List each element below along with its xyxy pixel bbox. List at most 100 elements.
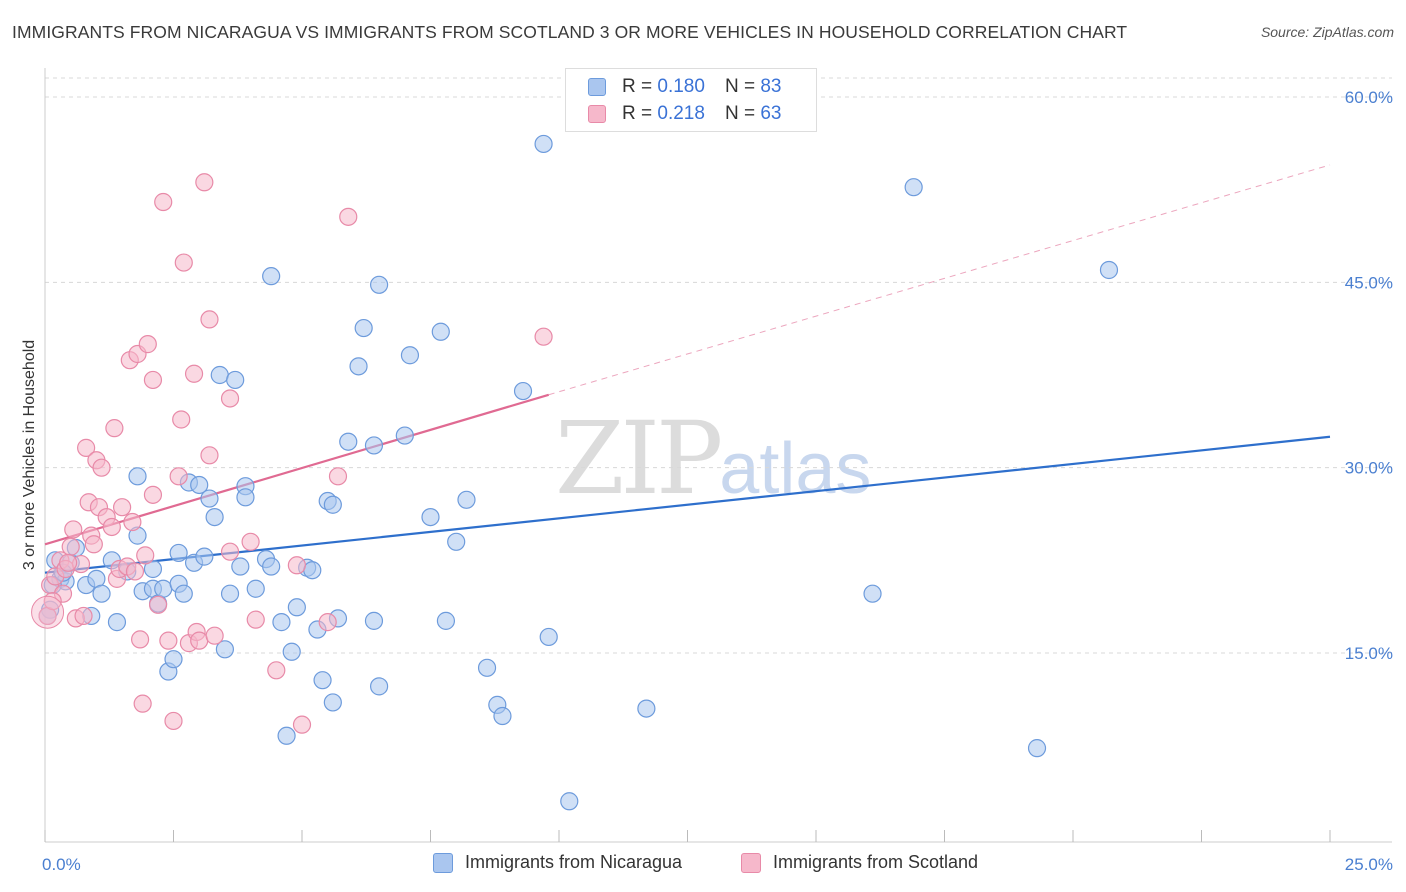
data-point: [143, 485, 163, 504]
watermark-atlas: atlas: [719, 429, 872, 509]
data-point: [143, 559, 163, 579]
data-point: [220, 584, 240, 603]
axes: [44, 68, 1392, 843]
data-point: [904, 178, 923, 197]
data-point: [220, 542, 240, 561]
data-point: [421, 507, 440, 527]
data-point: [303, 561, 322, 580]
legend-n-label: N =: [724, 76, 756, 97]
data-point: [77, 438, 96, 457]
legend-swatch-scotland: [588, 105, 606, 123]
y-tick-label: 15.0%: [1345, 644, 1393, 663]
data-point: [328, 467, 348, 486]
data-point: [395, 426, 414, 445]
data-point: [123, 512, 142, 532]
data-point: [112, 498, 132, 517]
data-point: [59, 553, 78, 572]
y-tick-label: 60.0%: [1345, 88, 1393, 107]
watermark-zip: ZIP: [555, 400, 723, 517]
data-point: [174, 584, 193, 603]
data-point: [282, 642, 301, 661]
data-point: [267, 661, 286, 680]
data-point: [143, 370, 163, 390]
data-point: [190, 631, 209, 650]
data-point: [262, 267, 281, 286]
data-point: [287, 556, 306, 575]
data-point: [159, 631, 178, 650]
data-point: [236, 488, 255, 507]
legend-r-label: R =: [622, 103, 653, 124]
data-point: [364, 436, 384, 455]
data-point: [431, 322, 450, 341]
data-point: [339, 207, 358, 226]
trend-line-scotland-extension: [548, 164, 1331, 396]
data-point: [128, 467, 147, 486]
data-point: [313, 671, 332, 690]
data-point: [43, 592, 62, 611]
legend-n-value-nicaragua: 83: [760, 76, 782, 97]
data-point: [534, 134, 553, 154]
data-point: [84, 535, 103, 554]
legend-n-label: N =: [724, 103, 756, 124]
axis-labels: 15.0% 30.0% 45.0% 60.0% 0.0% 25.0% 3 or more V…: [21, 88, 1393, 874]
data-point: [457, 490, 476, 509]
data-point: [318, 613, 337, 632]
bottom-legend-swatch-nicaragua: [433, 852, 453, 873]
data-point: [205, 626, 224, 645]
data-point: [493, 706, 512, 726]
data-point: [107, 613, 127, 632]
data-point: [436, 611, 456, 630]
scotland-points: [31, 173, 553, 734]
data-point: [74, 606, 93, 626]
data-point: [148, 595, 168, 614]
data-point: [637, 699, 656, 718]
data-point: [125, 562, 145, 581]
data-point: [164, 650, 183, 669]
y-tick-label: 30.0%: [1345, 459, 1393, 478]
data-point: [133, 694, 152, 713]
data-point: [1027, 739, 1047, 758]
bottom-legend-label-scotland: Immigrants from Scotland: [773, 852, 979, 872]
data-point: [205, 507, 224, 527]
y-axis-label: 3 or more Vehicles in Household: [21, 340, 38, 570]
data-point: [246, 579, 265, 598]
data-point: [349, 357, 368, 376]
trend-line-nicaragua: [44, 435, 1331, 574]
chart-title: IMMIGRANTS FROM NICARAGUA VS IMMIGRANTS …: [12, 22, 1128, 42]
data-point: [184, 364, 204, 383]
trend-lines: [44, 164, 1331, 574]
y-tick-label: 45.0%: [1345, 273, 1393, 292]
data-point: [154, 579, 173, 598]
data-point: [272, 613, 291, 632]
legend-row-scotland: R = 0.218 N = 63: [588, 102, 781, 126]
trend-line-scotland: [44, 393, 550, 546]
legend-r-value-nicaragua: 0.180: [657, 76, 705, 97]
data-point: [169, 543, 188, 563]
data-point: [447, 532, 466, 551]
data-point: [195, 547, 214, 566]
data-point: [287, 598, 306, 617]
data-point: [215, 640, 234, 659]
data-point: [64, 520, 83, 539]
data-point: [136, 546, 155, 565]
data-point: [323, 495, 342, 514]
data-point: [1099, 260, 1119, 280]
data-point: [105, 419, 124, 438]
data-point: [262, 557, 281, 576]
data-point-cluster: [31, 595, 65, 629]
data-point: [210, 365, 229, 385]
data-point: [231, 557, 250, 576]
data-point: [863, 584, 882, 603]
data-point: [277, 726, 296, 745]
data-point: [539, 627, 558, 647]
data-point: [195, 173, 214, 192]
bottom-legend-swatch-scotland: [741, 852, 761, 873]
data-point: [513, 381, 533, 401]
data-point: [370, 275, 389, 294]
data-point: [200, 310, 219, 329]
x-tick-label: 0.0%: [42, 855, 81, 874]
data-point: [400, 346, 420, 365]
x-tick-label: 25.0%: [1345, 855, 1393, 874]
legend-r-value-scotland: 0.218: [657, 103, 705, 124]
